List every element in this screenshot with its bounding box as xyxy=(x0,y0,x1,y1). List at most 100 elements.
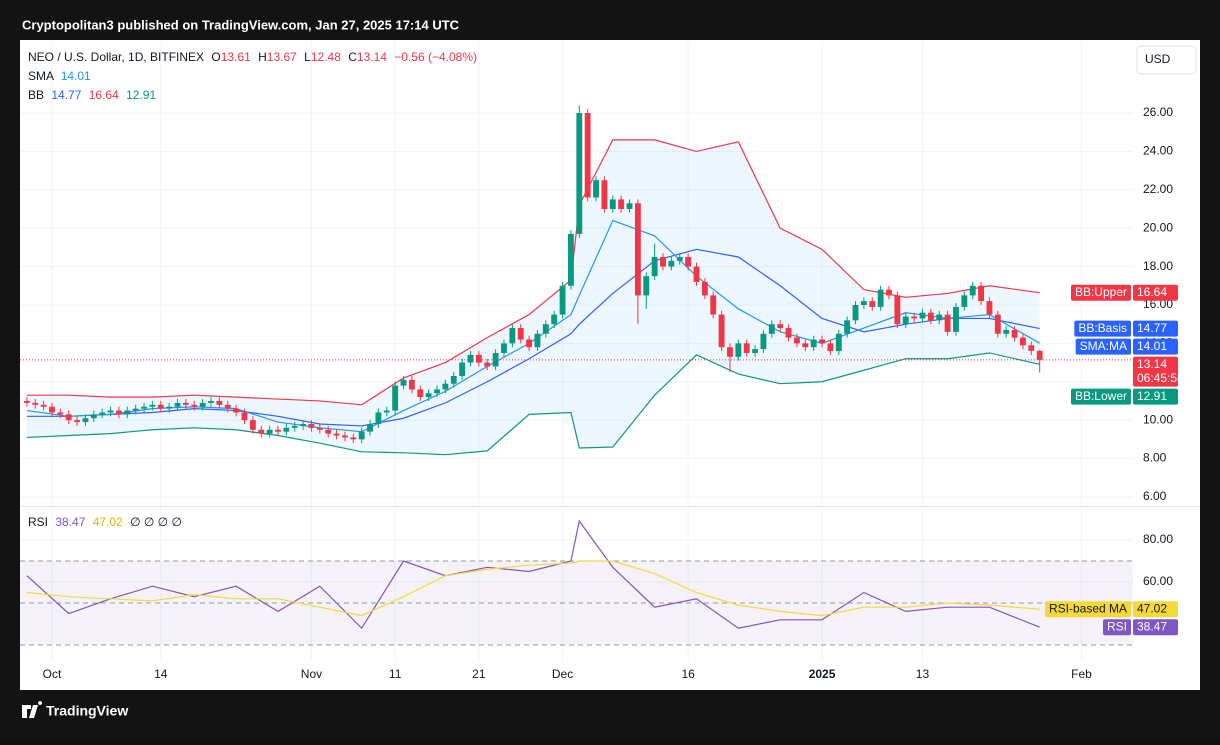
x-tick-label: 21 xyxy=(472,667,486,681)
candle-body xyxy=(894,295,901,325)
y-tick-label: 80.00 xyxy=(1143,532,1173,546)
candle-body xyxy=(199,402,206,407)
price-label-box xyxy=(1133,338,1178,355)
candle-body xyxy=(693,266,700,282)
price-label-box xyxy=(1133,601,1178,618)
high-value: 13.67 xyxy=(267,50,297,64)
open-value: 13.61 xyxy=(221,50,251,64)
candle-body xyxy=(141,406,147,409)
candle-body xyxy=(275,429,281,432)
candle-body xyxy=(609,199,616,210)
candle-body xyxy=(258,429,265,434)
candle-body xyxy=(475,354,482,363)
currency[interactable]: USD xyxy=(1145,52,1171,66)
candle-body xyxy=(49,406,55,413)
candle-body xyxy=(425,393,432,398)
candle-body xyxy=(74,420,81,423)
candle-body xyxy=(325,429,332,434)
candle-body xyxy=(392,385,399,411)
candle-body xyxy=(32,402,39,405)
candle-body xyxy=(752,349,759,353)
low-value: 12.48 xyxy=(311,50,341,64)
candle-body xyxy=(978,285,985,302)
x-tick-label: Dec xyxy=(552,667,573,681)
bb-fill xyxy=(26,139,1040,455)
candle-body xyxy=(450,376,457,384)
low-label: L xyxy=(304,50,311,64)
currency-box[interactable] xyxy=(1136,45,1197,75)
candle-body xyxy=(517,328,524,340)
candle-body xyxy=(902,316,909,325)
rsi-ma-value: 47.02 xyxy=(93,515,123,529)
candle-body xyxy=(919,312,926,319)
candle-body xyxy=(869,301,876,307)
candle-body xyxy=(576,113,583,234)
price-label-box xyxy=(1133,388,1178,405)
price-label-name: BB:Basis xyxy=(1078,321,1127,335)
candle-body xyxy=(852,304,859,321)
y-tick-label: 8.00 xyxy=(1143,451,1167,465)
price-label-value: 14.01 xyxy=(1137,339,1167,353)
x-tick-label: Feb xyxy=(1071,667,1092,681)
candle-body xyxy=(501,343,507,353)
candle-body xyxy=(860,301,867,305)
overlay-line xyxy=(26,139,1040,406)
candle-body xyxy=(233,408,240,413)
candle-body xyxy=(1011,329,1018,338)
y-tick-label: 22.00 xyxy=(1143,182,1173,196)
price-label-box xyxy=(1133,320,1178,337)
candle-body xyxy=(1003,329,1010,334)
open-label: O xyxy=(211,50,220,64)
price-label-name-box xyxy=(1074,320,1131,337)
price-label-name: BB:Upper xyxy=(1075,285,1127,299)
legend-bb: BB 14.77 16.64 12.91 xyxy=(28,88,156,102)
candle-body xyxy=(936,314,943,321)
candle-body xyxy=(526,339,533,348)
x-tick-label: 2025 xyxy=(809,667,836,681)
candle-body xyxy=(819,339,825,344)
price-label-name: RSI-based MA xyxy=(1049,601,1127,615)
high-label: H xyxy=(258,50,267,64)
y-tick-label: 26.00 xyxy=(1143,105,1173,119)
candle-body xyxy=(300,423,307,426)
candle-body xyxy=(802,343,809,348)
candle-body xyxy=(116,410,122,415)
price-label-value: 12.91 xyxy=(1137,389,1167,403)
candle-body xyxy=(668,260,675,267)
candle-body xyxy=(777,324,784,329)
candle-body xyxy=(559,285,566,315)
candle-body xyxy=(65,414,72,421)
price-label-name-box xyxy=(1075,338,1131,355)
candle-body xyxy=(434,389,440,394)
candle-body xyxy=(1036,350,1043,360)
candle-body xyxy=(216,400,223,405)
candle-body xyxy=(542,324,549,334)
candle-body xyxy=(350,437,357,440)
candle-body xyxy=(166,406,173,409)
candle-body xyxy=(417,389,424,398)
candle-body xyxy=(877,289,884,307)
x-tick-label: 13 xyxy=(916,667,930,681)
tv-logo xyxy=(22,701,43,718)
candle-body xyxy=(484,362,491,367)
price-label-box xyxy=(1133,284,1178,301)
candle-body xyxy=(509,328,516,344)
candle-body xyxy=(1020,337,1026,346)
candle-body xyxy=(124,410,131,415)
x-tick-label: Oct xyxy=(43,667,62,681)
symbol: NEO / U.S. Dollar, 1D, BITFINEX xyxy=(28,50,204,64)
candle-body xyxy=(660,256,666,267)
y-tick-label: 20.00 xyxy=(1143,220,1173,234)
close-label: C xyxy=(348,50,357,64)
rsi-extra: ∅ ∅ ∅ ∅ xyxy=(130,515,182,529)
legend-sma: SMA 14.01 xyxy=(28,69,91,83)
candle-body xyxy=(718,314,725,348)
bb-lower-value: 12.91 xyxy=(126,88,156,102)
y-tick-label: 18.00 xyxy=(1143,259,1173,273)
sma-value: 14.01 xyxy=(61,69,91,83)
price-label-name-box xyxy=(1102,619,1131,636)
price-label-value: 06:45:58 xyxy=(1137,371,1184,385)
x-tick-label: 11 xyxy=(389,667,402,681)
candle-body xyxy=(534,333,541,348)
candle-body xyxy=(584,113,591,198)
